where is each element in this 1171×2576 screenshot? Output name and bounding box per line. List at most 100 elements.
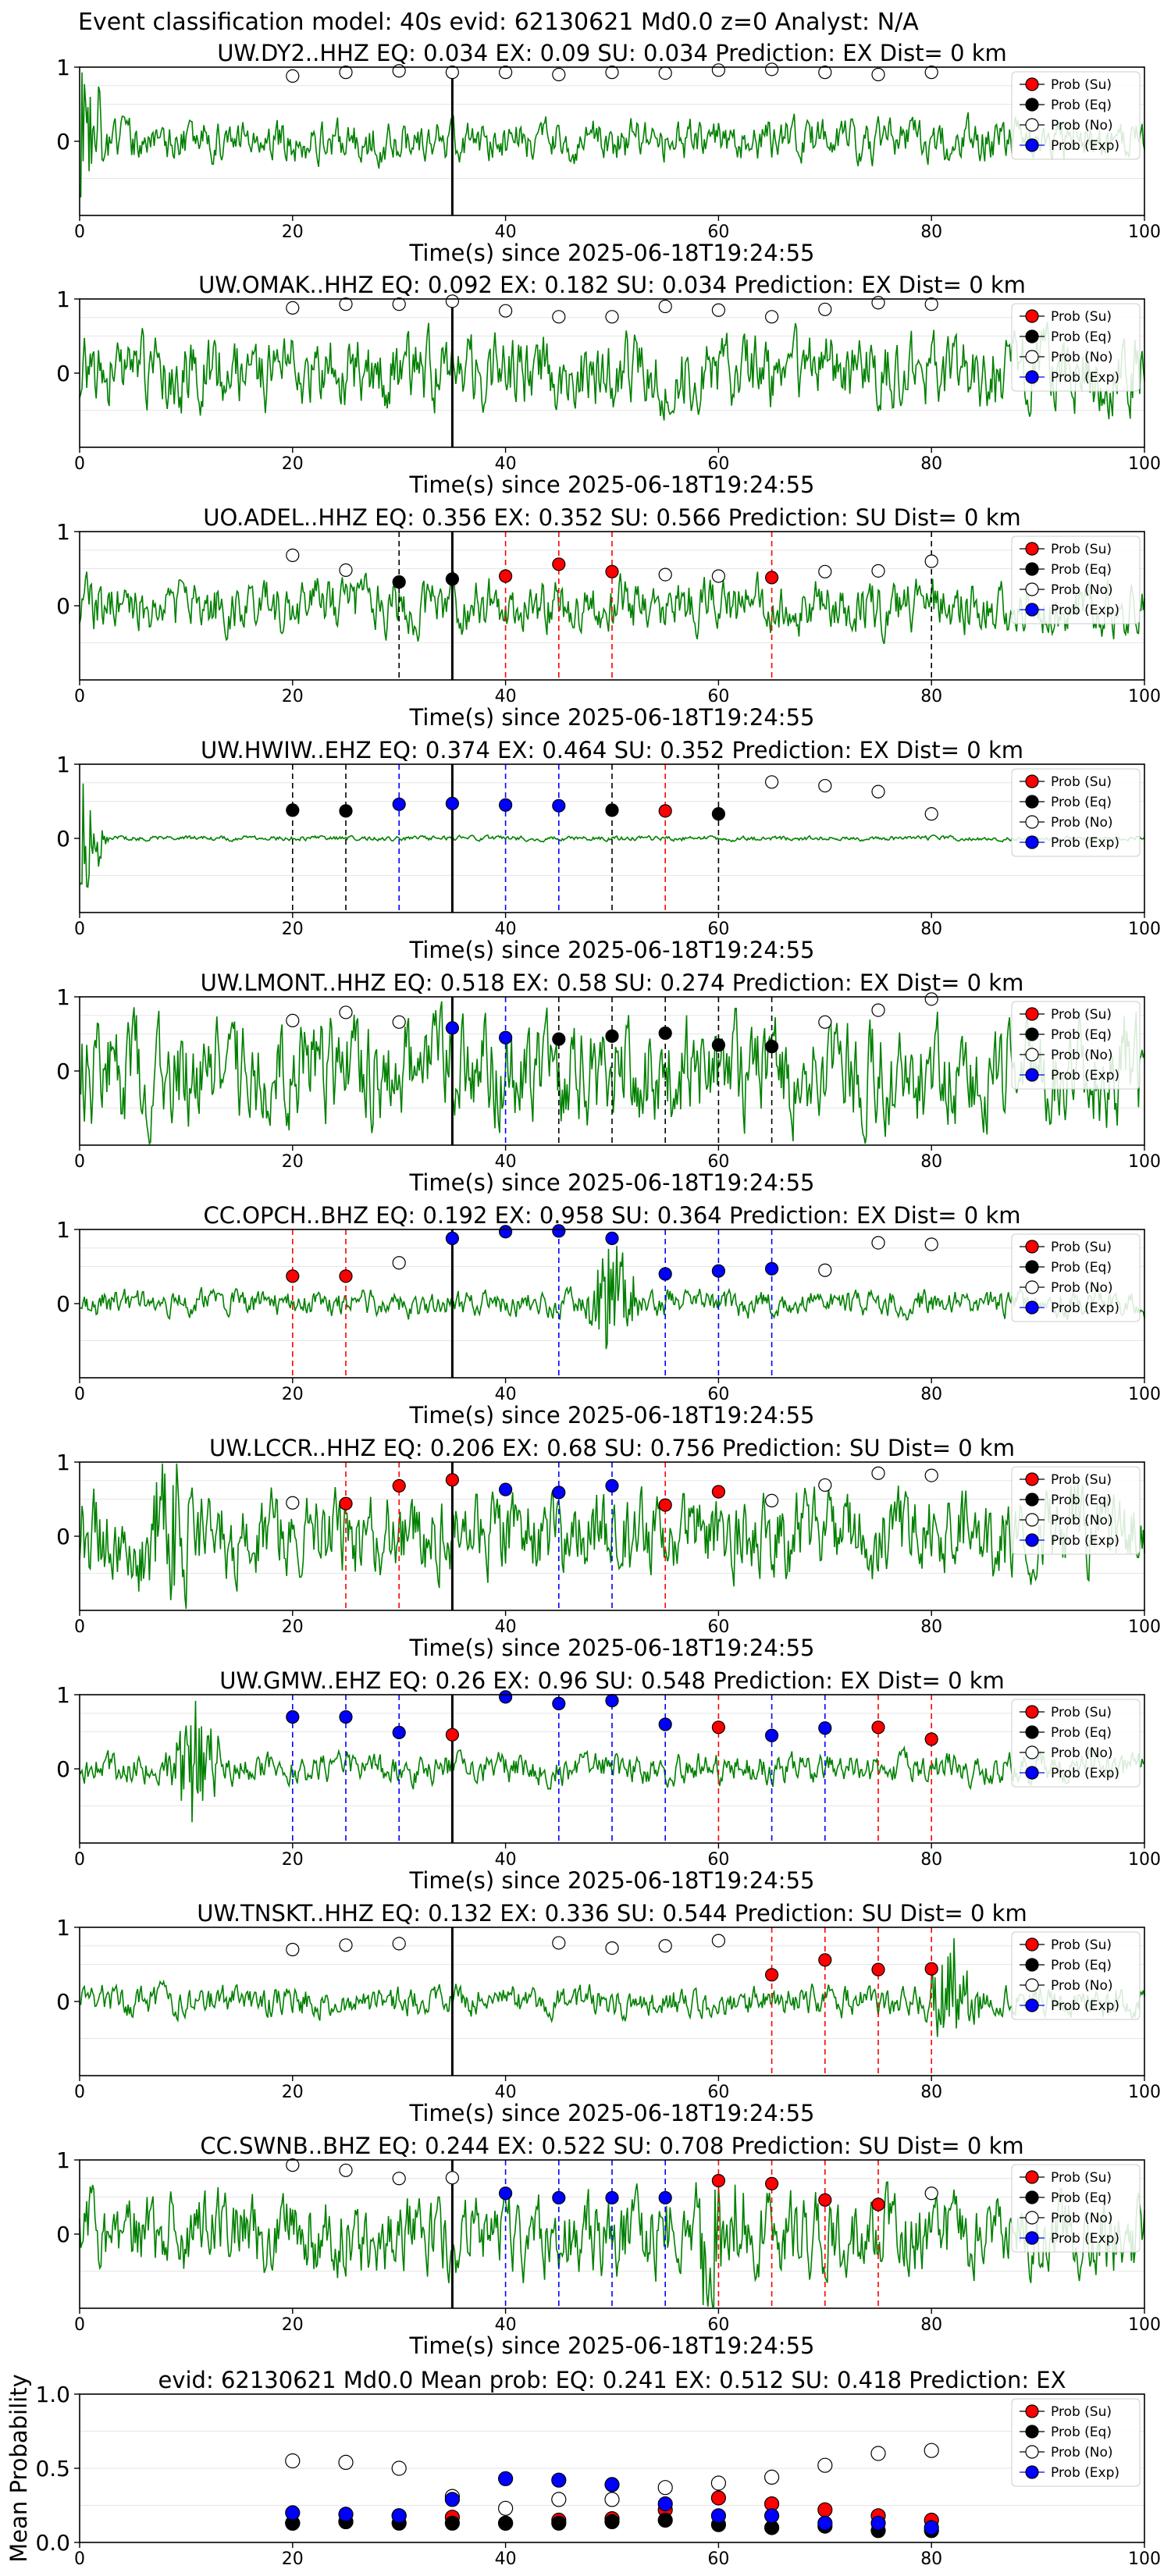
x-tick-label: 0 — [74, 2549, 85, 2569]
legend: Prob (Su) Prob (Eq) Prob (No) Prob (Exp) — [1011, 535, 1141, 624]
prob-point-0 — [286, 1496, 300, 1510]
y-tick-label: 1 — [56, 519, 70, 545]
x-tick-label: 60 — [707, 2315, 729, 2335]
legend-box — [1011, 768, 1141, 857]
mean-prob-point-no-8 — [710, 2475, 727, 2491]
prob-point-7 — [658, 1267, 672, 1281]
prob-point-8 — [711, 1485, 726, 1499]
prob-point-10 — [818, 564, 832, 578]
y-tick-label: 1 — [56, 2147, 70, 2173]
x-axis-label: Time(s) since 2025-06-18T19:24:55 — [409, 1867, 815, 1894]
mean-prob-point-no-4 — [497, 2500, 514, 2516]
panels: UW.DY2..HHZ EQ: 0.034 EX: 0.09 SU: 0.034… — [5, 40, 1161, 2569]
prob-point-3 — [445, 294, 460, 308]
prob-point-1 — [339, 1496, 353, 1510]
panel-7: UW.GMW..EHZ EQ: 0.26 EX: 0.96 SU: 0.548 … — [56, 1667, 1161, 1894]
prob-point-7 — [658, 804, 672, 818]
prob-point-5 — [552, 1485, 566, 1500]
prob-point-11 — [871, 1003, 885, 1017]
y-tick-label: 0 — [56, 1059, 70, 1084]
prob-point-2 — [392, 575, 406, 589]
legend: Prob (Su) Prob (Eq) Prob (No) Prob (Exp) — [1011, 2164, 1141, 2253]
x-tick-label: 40 — [495, 2083, 517, 2102]
x-tick-label: 80 — [920, 687, 942, 706]
prob-point-9 — [764, 1040, 779, 1054]
x-tick-label: 20 — [282, 1385, 304, 1404]
legend-marker-exp — [1025, 1998, 1039, 2012]
prob-point-5 — [658, 1939, 672, 1953]
prob-point-0 — [286, 1942, 300, 1957]
y-tick-label: 0 — [56, 1989, 70, 2015]
legend-label-su: Prob (Su) — [1051, 77, 1112, 93]
y-tick-label: 1 — [56, 1450, 70, 1475]
mean-prob-point-no-0 — [285, 2453, 301, 2469]
legend-box — [1011, 303, 1141, 392]
y-tick-label: 1 — [56, 1915, 70, 1941]
prob-point-12 — [924, 554, 938, 568]
prob-point-2 — [392, 1725, 406, 1740]
legend-label-su: Prob (Su) — [1051, 309, 1112, 325]
prob-point-9 — [764, 571, 779, 585]
prob-point-2 — [392, 1478, 406, 1493]
legend-label-su: Prob (Su) — [1051, 1240, 1112, 1255]
prob-point-6 — [605, 66, 619, 80]
legend-label-su: Prob (Su) — [1051, 542, 1112, 557]
prob-point-5 — [552, 1224, 566, 1238]
prob-point-11 — [871, 1720, 885, 1735]
mean-prob-point-exp-0 — [285, 2505, 301, 2521]
legend-marker-no — [1025, 2445, 1039, 2459]
prob-point-3 — [445, 66, 460, 80]
legend-marker-no — [1025, 1745, 1039, 1759]
mean-prob-point-exp-10 — [817, 2515, 833, 2531]
legend-box — [1011, 1001, 1141, 1090]
y-tick-label: 0 — [56, 1756, 70, 1782]
legend-marker-eq — [1025, 2425, 1039, 2439]
waveform-trace — [79, 322, 1145, 421]
legend-marker-exp — [1025, 1766, 1039, 1780]
prob-point-9 — [764, 62, 779, 76]
x-tick-label: 40 — [495, 2315, 517, 2335]
prob-point-0 — [286, 301, 300, 315]
x-tick-label: 80 — [920, 920, 942, 939]
prob-point-4 — [498, 304, 513, 318]
legend-label-no: Prob (No) — [1051, 1745, 1113, 1761]
legend-marker-no — [1025, 582, 1039, 596]
x-tick-label: 100 — [1128, 2549, 1161, 2569]
x-tick-label: 0 — [74, 454, 85, 474]
legend-box — [1011, 1233, 1141, 1322]
y-tick-label: 0.5 — [35, 2456, 70, 2482]
mean-prob-point-exp-5 — [551, 2472, 567, 2488]
mean-prob-point-no-7 — [657, 2480, 673, 2496]
x-tick-label: 80 — [920, 1152, 942, 1172]
legend-box — [1011, 2164, 1141, 2253]
prob-point-6 — [605, 2190, 619, 2205]
prob-point-4 — [498, 569, 513, 583]
x-tick-label: 100 — [1128, 1617, 1161, 1637]
legend-marker-su — [1025, 77, 1039, 91]
prob-point-5 — [552, 2190, 566, 2205]
figure-suptitle: Event classification model: 40s evid: 62… — [78, 9, 919, 36]
mean-prob-point-no-1 — [338, 2454, 354, 2470]
mean-prob-point-eq-6 — [604, 2514, 620, 2529]
legend-label-eq: Prob (Eq) — [1051, 1493, 1112, 1508]
x-tick-label: 0 — [74, 920, 85, 939]
legend: Prob (Su) Prob (Eq) Prob (No) Prob (Exp) — [1011, 768, 1141, 857]
legend-label-no: Prob (No) — [1051, 1280, 1113, 1296]
legend-label-no: Prob (No) — [1051, 1513, 1113, 1528]
x-tick-label: 40 — [495, 687, 517, 706]
panel-title: UW.HWIW..EHZ EQ: 0.374 EX: 0.464 SU: 0.3… — [201, 737, 1023, 763]
x-tick-label: 0 — [74, 1850, 85, 1870]
legend-label-exp: Prob (Exp) — [1051, 1533, 1119, 1549]
prob-point-12 — [924, 1237, 938, 1251]
panel-title: CC.SWNB..BHZ EQ: 0.244 EX: 0.522 SU: 0.7… — [200, 2133, 1023, 2159]
legend-label-eq: Prob (Eq) — [1051, 2425, 1112, 2440]
prob-point-0 — [286, 69, 300, 84]
legend-marker-no — [1025, 815, 1039, 829]
mean-prob-point-no-5 — [551, 2492, 567, 2507]
prob-point-4 — [498, 798, 513, 812]
x-tick-label: 60 — [707, 920, 729, 939]
x-tick-label: 100 — [1128, 1850, 1161, 1870]
legend-marker-exp — [1025, 835, 1039, 849]
legend-label-exp: Prob (Exp) — [1051, 1300, 1119, 1316]
prob-point-0 — [286, 1013, 300, 1028]
